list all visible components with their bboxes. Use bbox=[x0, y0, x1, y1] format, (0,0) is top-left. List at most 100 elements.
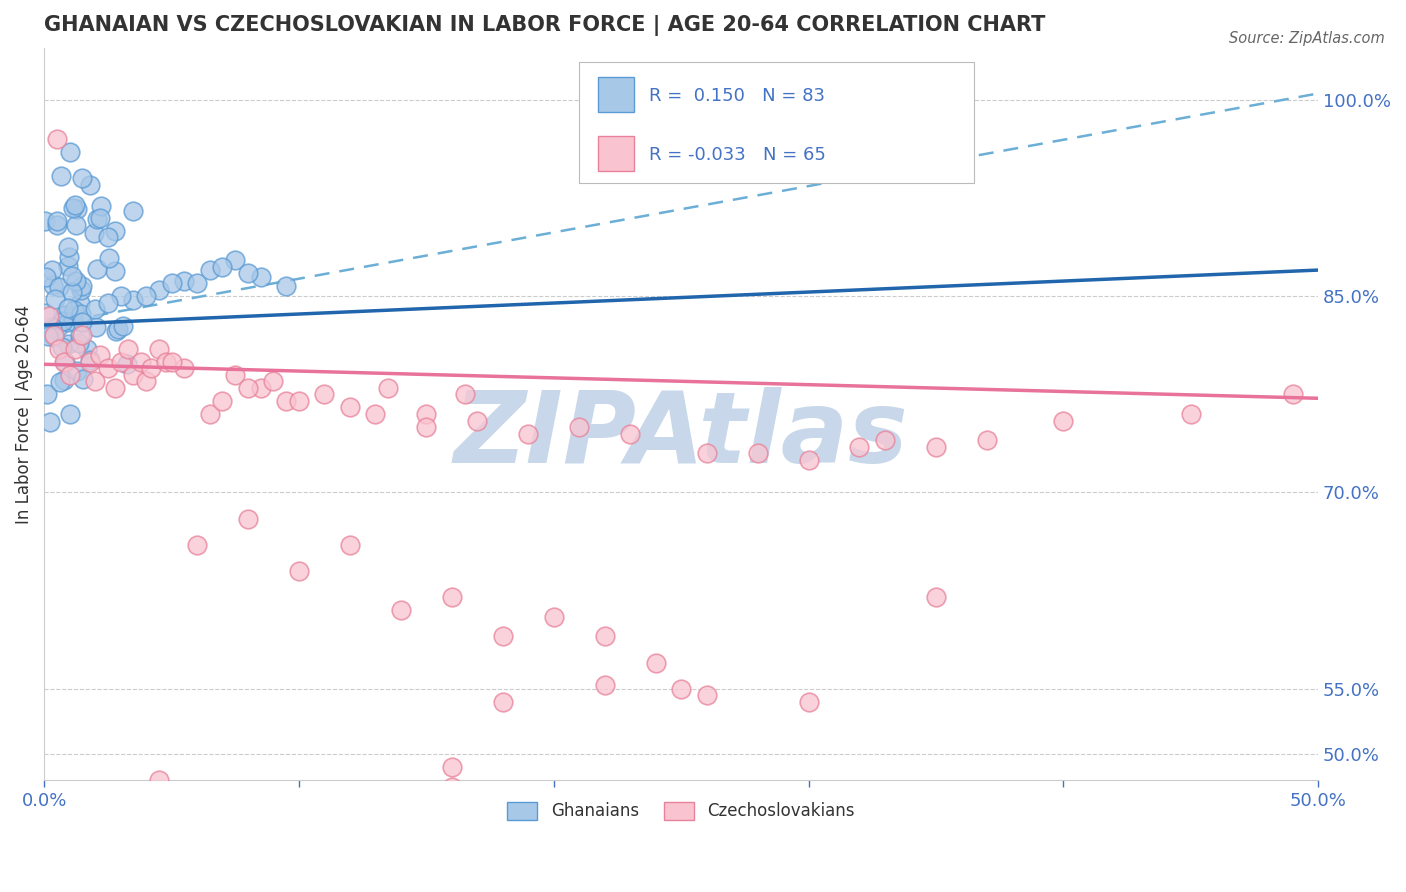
Point bbox=[79, 354, 101, 368]
Point bbox=[339, 538, 361, 552]
Point bbox=[339, 401, 361, 415]
Point bbox=[276, 278, 298, 293]
Point bbox=[122, 293, 145, 307]
Point bbox=[41, 263, 63, 277]
Point bbox=[58, 145, 80, 160]
Point bbox=[58, 259, 80, 273]
Point bbox=[56, 337, 79, 351]
Point bbox=[76, 342, 98, 356]
Point bbox=[129, 354, 152, 368]
Point bbox=[79, 353, 101, 368]
Point bbox=[492, 629, 515, 643]
Point bbox=[41, 320, 63, 334]
Point bbox=[41, 277, 63, 292]
Text: ZIPAtlas: ZIPAtlas bbox=[454, 387, 908, 484]
Point bbox=[976, 433, 998, 447]
Point bbox=[67, 335, 90, 350]
Point bbox=[39, 415, 62, 429]
Point bbox=[49, 169, 72, 184]
Point bbox=[236, 511, 259, 525]
Point bbox=[104, 381, 127, 395]
Point bbox=[160, 276, 183, 290]
Point bbox=[45, 218, 67, 232]
Point bbox=[60, 285, 83, 299]
Point bbox=[65, 219, 87, 233]
Point bbox=[84, 374, 107, 388]
Point bbox=[314, 387, 336, 401]
Point bbox=[44, 330, 66, 344]
Point bbox=[34, 214, 56, 228]
Point bbox=[224, 368, 246, 382]
Point bbox=[111, 319, 134, 334]
Point bbox=[276, 393, 298, 408]
Point bbox=[59, 407, 82, 421]
Text: R =  0.150   N = 83: R = 0.150 N = 83 bbox=[650, 87, 825, 105]
Point bbox=[97, 361, 120, 376]
Point bbox=[37, 325, 59, 339]
Point bbox=[262, 374, 284, 388]
Point bbox=[60, 268, 83, 283]
Text: GHANAIAN VS CZECHOSLOVAKIAN IN LABOR FORCE | AGE 20-64 CORRELATION CHART: GHANAIAN VS CZECHOSLOVAKIAN IN LABOR FOR… bbox=[44, 15, 1046, 36]
Point bbox=[69, 296, 91, 310]
Point bbox=[66, 364, 89, 378]
Point bbox=[747, 446, 769, 460]
Point bbox=[236, 381, 259, 395]
Point bbox=[211, 260, 233, 275]
Point bbox=[669, 681, 692, 696]
Point bbox=[84, 320, 107, 334]
Point bbox=[198, 263, 221, 277]
Point bbox=[66, 202, 89, 217]
Point bbox=[53, 373, 76, 387]
Point bbox=[44, 328, 66, 343]
Text: R = -0.033   N = 65: R = -0.033 N = 65 bbox=[650, 146, 827, 164]
Point bbox=[63, 197, 86, 211]
Point bbox=[48, 280, 70, 294]
Point bbox=[58, 250, 80, 264]
Point bbox=[236, 786, 259, 800]
Point bbox=[98, 251, 121, 265]
Point bbox=[56, 240, 79, 254]
Point bbox=[56, 301, 79, 315]
Point bbox=[55, 308, 77, 322]
Point bbox=[107, 322, 129, 336]
Point bbox=[148, 773, 170, 788]
Point bbox=[848, 440, 870, 454]
Point bbox=[288, 564, 311, 578]
Point bbox=[70, 283, 93, 297]
Point bbox=[44, 292, 66, 306]
Point bbox=[53, 354, 76, 368]
Point bbox=[224, 252, 246, 267]
Point bbox=[925, 590, 948, 604]
Point bbox=[135, 374, 157, 388]
Point bbox=[104, 224, 127, 238]
Point bbox=[70, 279, 93, 293]
Point bbox=[249, 381, 271, 395]
Point bbox=[65, 274, 87, 288]
Point bbox=[35, 270, 58, 285]
Point bbox=[155, 354, 177, 368]
Point bbox=[56, 315, 79, 329]
Point bbox=[797, 695, 820, 709]
Point bbox=[148, 342, 170, 356]
Point bbox=[440, 590, 463, 604]
Point bbox=[453, 387, 475, 401]
Point bbox=[517, 426, 540, 441]
Point bbox=[543, 609, 565, 624]
Point bbox=[415, 420, 437, 434]
Point bbox=[37, 329, 59, 343]
Point bbox=[89, 211, 111, 225]
Point bbox=[83, 226, 105, 240]
Point bbox=[122, 368, 145, 382]
Point bbox=[797, 452, 820, 467]
Point bbox=[110, 354, 132, 368]
Point bbox=[115, 357, 138, 371]
Point bbox=[72, 171, 94, 186]
Point bbox=[72, 315, 94, 329]
Point bbox=[34, 305, 56, 319]
Point bbox=[46, 214, 69, 228]
Point bbox=[186, 276, 208, 290]
Point bbox=[105, 324, 128, 338]
Point bbox=[492, 695, 515, 709]
Legend: Ghanaians, Czechoslovakians: Ghanaians, Czechoslovakians bbox=[501, 795, 862, 827]
Point bbox=[69, 327, 91, 342]
